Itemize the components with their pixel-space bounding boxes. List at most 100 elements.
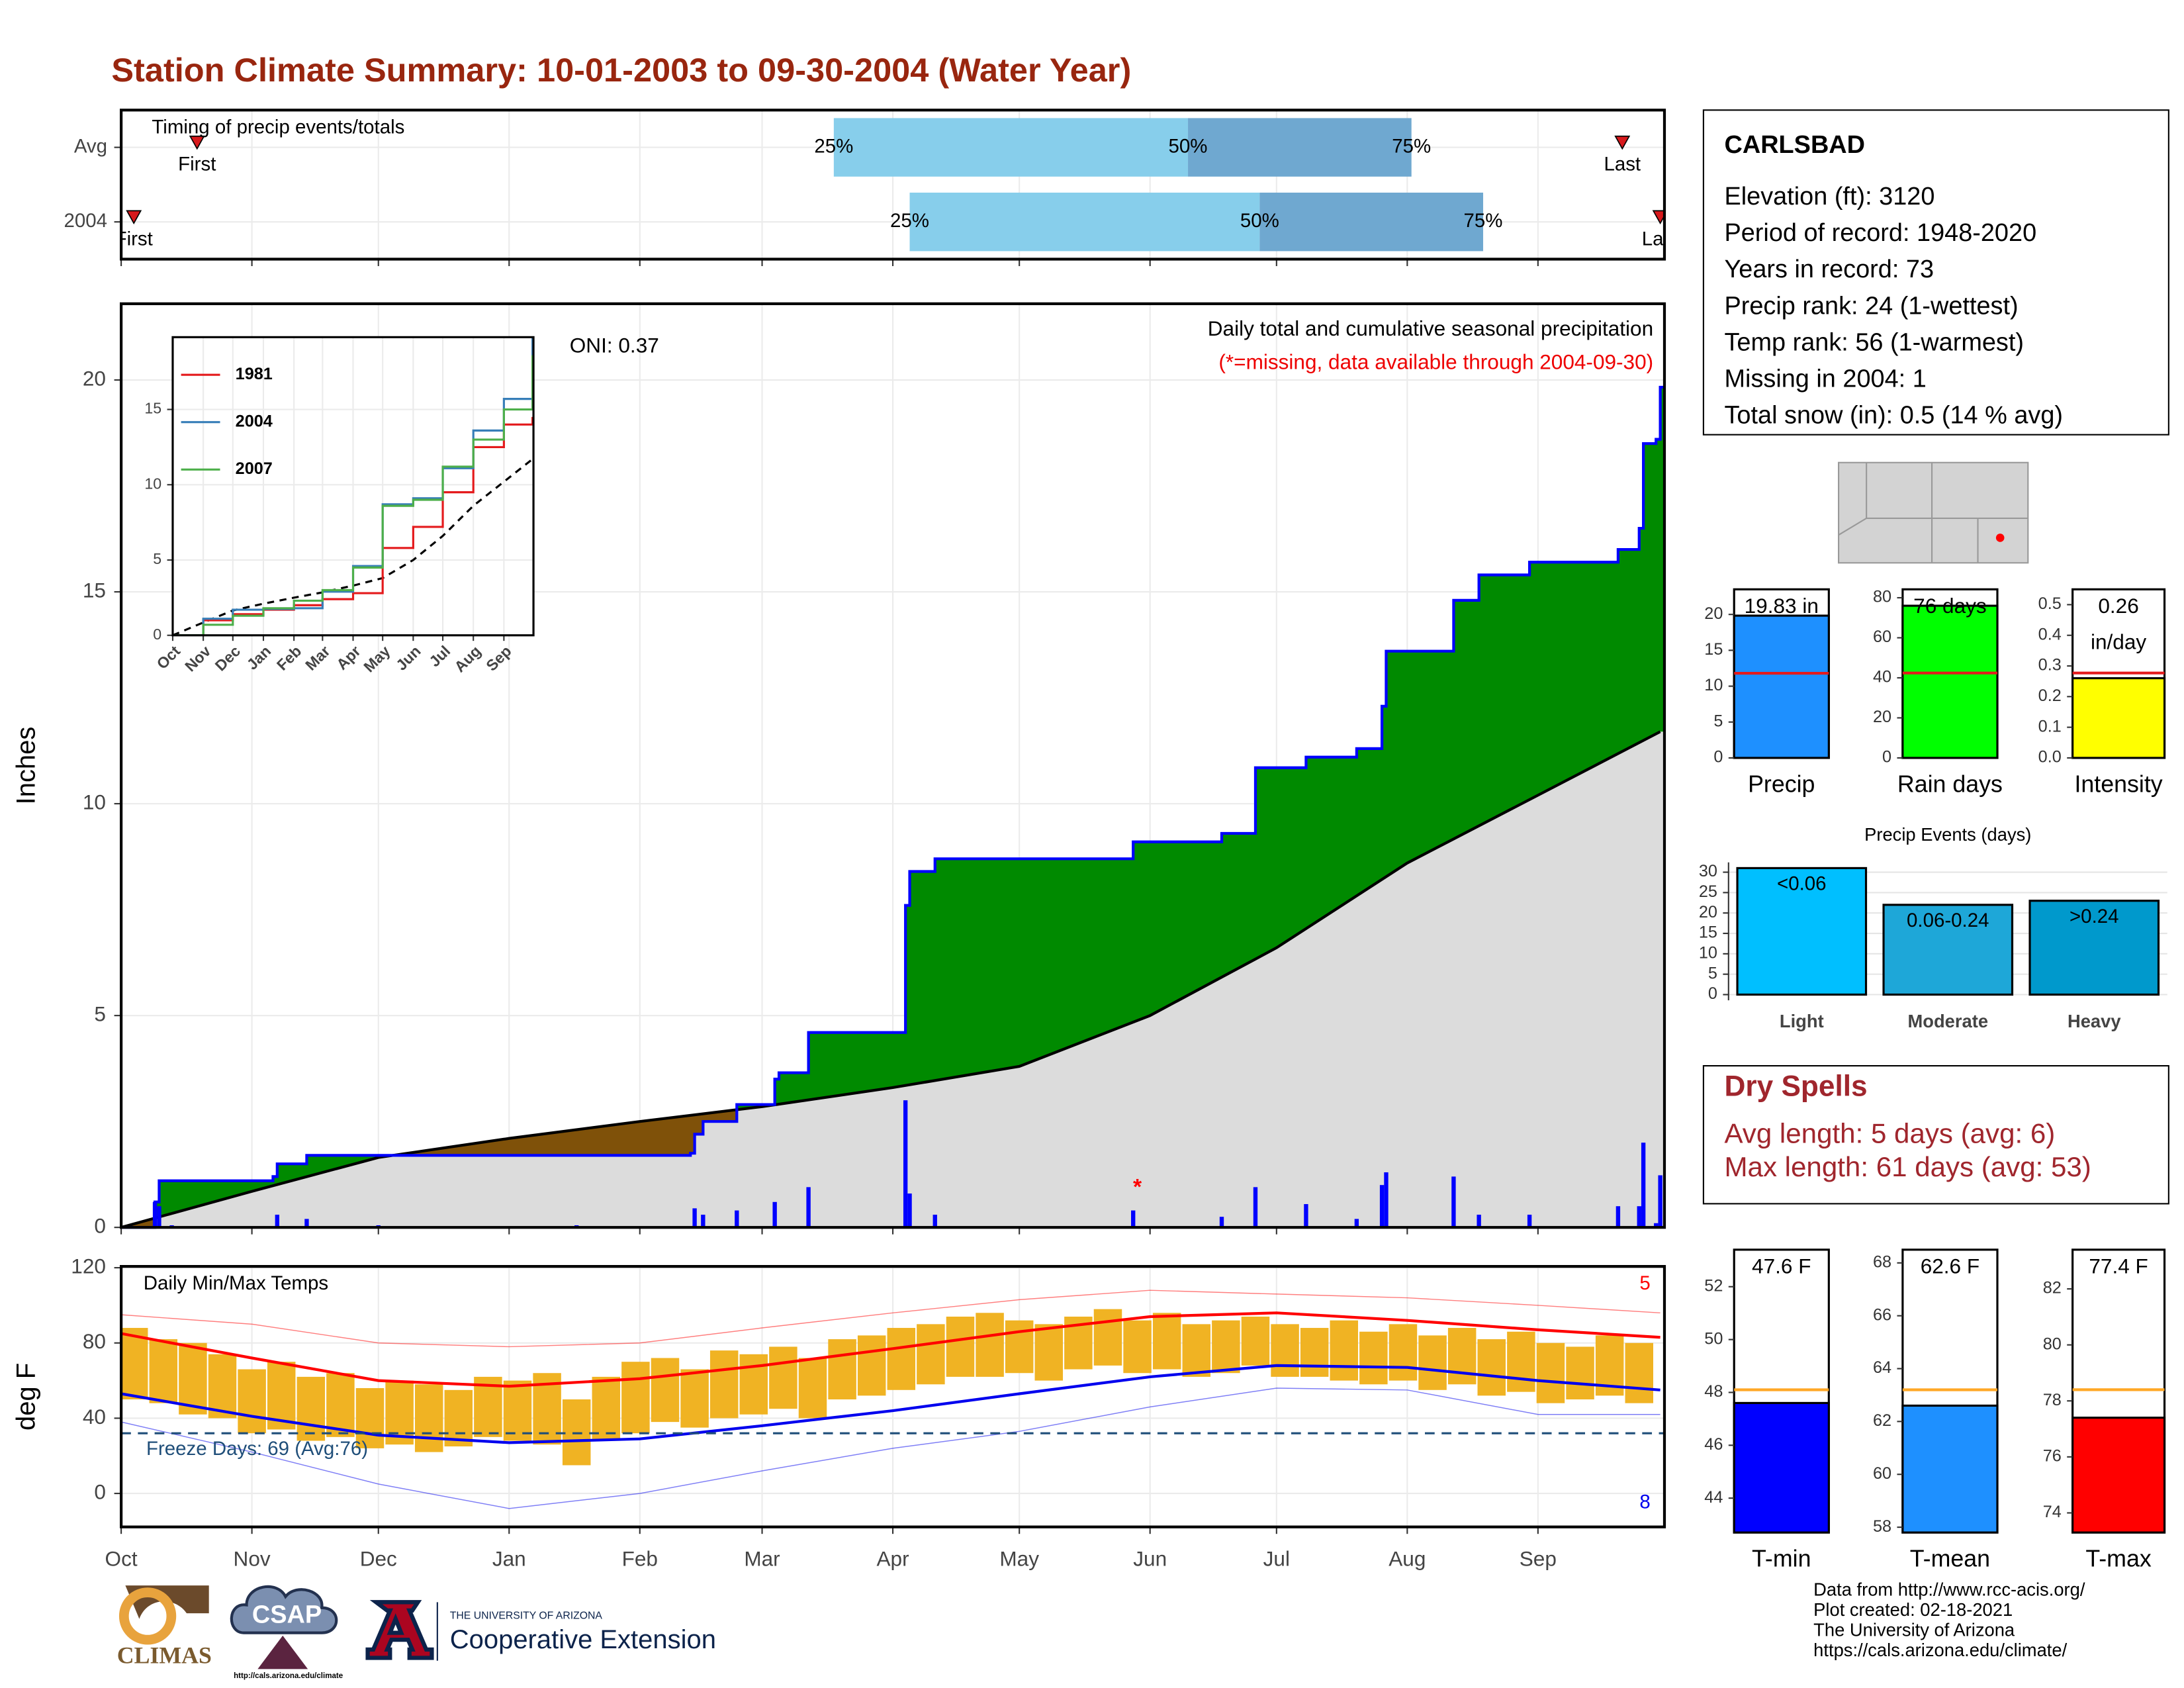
quartile-label: 25% (814, 135, 853, 157)
bar (1882, 904, 2014, 996)
gauge-value-label: 76 days (1913, 594, 1987, 618)
gauge-tick-label: 78 (2043, 1391, 2062, 1409)
gauge-label: Rain days (1897, 771, 2003, 797)
inset-y-tick-label: 15 (144, 400, 161, 417)
gauge-tick-label: 52 (1704, 1276, 1723, 1295)
temp-range-bar (238, 1369, 266, 1434)
gauge-tick-label: 62 (1873, 1411, 1891, 1430)
daily-bar (1253, 1187, 1258, 1228)
gauge-tick-label: 48 (1704, 1382, 1723, 1401)
temp-range-bar (1093, 1309, 1122, 1366)
temp-range-bar (709, 1350, 739, 1419)
temp-range-bar (121, 1328, 148, 1400)
gauge-tick-label: 60 (1873, 628, 1891, 646)
gauge-tick-label: 74 (2043, 1503, 2062, 1521)
daily-bar (1641, 1143, 1646, 1228)
page-title: Station Climate Summary: 10-01-2003 to 0… (111, 51, 1131, 89)
timing-plot: 25% 50% 75% First Last 25% 50% 75% First Last (121, 110, 1679, 259)
normal-high-line (121, 1311, 1661, 1388)
quartile-label: 50% (1240, 210, 1279, 232)
gauge-value-label: 19.83 in (1745, 594, 1819, 618)
map-borders (1838, 462, 2028, 563)
daily-bar (1637, 1206, 1641, 1228)
temp-range-bar (1625, 1342, 1654, 1403)
panel-title: Daily total and cumulative seasonal prec… (1208, 316, 1653, 340)
inset-y-tick-label: 0 (153, 626, 161, 643)
x-tick-label: Jan (492, 1547, 526, 1571)
inset-plot (172, 337, 534, 635)
gauge-bar (2071, 1417, 2166, 1534)
daily-bar (772, 1201, 777, 1228)
temp-range-bar (1123, 1320, 1152, 1374)
x-tick-label: Mar (744, 1547, 780, 1571)
y-tick-label: 15 (83, 578, 106, 602)
daily-bar (152, 1201, 158, 1228)
y-axis-label: deg F (12, 1363, 41, 1430)
y-tick-label: 30 (1699, 862, 1717, 880)
x-tick-label: Jul (1263, 1547, 1290, 1571)
gauge-tick-label: 20 (1873, 708, 1891, 726)
temp-range-bar (798, 1358, 827, 1419)
timing-marker-label: Last (1642, 228, 1679, 250)
x-tick-label: Dec (360, 1547, 397, 1571)
temp-range-bar (444, 1389, 473, 1447)
temp-range-bar (208, 1354, 237, 1419)
record-low-count: 8 (1639, 1491, 1650, 1513)
dry-spells-box (1702, 1064, 2169, 1205)
temp-range-bar (1330, 1320, 1359, 1381)
temp-range-bar (769, 1346, 797, 1409)
timing-marker (189, 135, 205, 150)
gauge-tick-label: 64 (1873, 1358, 1891, 1377)
ua-logo (365, 1600, 434, 1660)
timing-marker-label: Last (1604, 154, 1641, 175)
daily-bar (903, 1100, 908, 1228)
temp-range-bar (503, 1380, 532, 1441)
dry-spells-info: Max length: 61 days (avg: 53) (1724, 1151, 2091, 1182)
csap-cloud (230, 1585, 338, 1634)
normal-low-line (121, 1364, 1661, 1444)
temp-range-bar (828, 1339, 856, 1400)
climas-sun (118, 1587, 177, 1645)
temp-range-bar (1507, 1331, 1535, 1392)
y-tick-label: 20 (83, 366, 106, 390)
y-axis-label: Inches (12, 727, 41, 805)
temp-range-bar (1359, 1331, 1388, 1385)
climas-text: CLIMAS (117, 1642, 212, 1669)
gauge-unit: in/day (2091, 630, 2146, 654)
temp-range-bar (592, 1376, 621, 1441)
gauge-bar (1901, 604, 1999, 759)
x-tick-label: Sep (1520, 1547, 1557, 1571)
panel-border (119, 1265, 1666, 1528)
temp-range-bar (887, 1328, 916, 1390)
temp-range-bar (857, 1335, 886, 1396)
panel-title: Timing of precip events/totals (152, 116, 404, 138)
gauge-tick-label: 10 (1704, 676, 1723, 694)
gauge-label: Precip (1748, 771, 1815, 797)
bar-label: >0.24 (2070, 906, 2119, 927)
gauge-tick-label: 50 (1704, 1329, 1723, 1348)
daily-bar (701, 1214, 705, 1228)
temp-range-bar (1271, 1324, 1299, 1377)
panel-border (119, 302, 1666, 1229)
station-info: Precip rank: 24 (1-wettest) (1724, 292, 2018, 320)
gauge-tick-label: 76 (2043, 1447, 2062, 1466)
daily-bar (1527, 1214, 1532, 1228)
y-tick-label: 0 (1708, 984, 1717, 1003)
gauge-label: T-max (2085, 1546, 2151, 1572)
gauge-tick-label: 80 (2043, 1335, 2062, 1353)
daily-bar (1219, 1217, 1224, 1228)
bar (2028, 900, 2160, 996)
gauge-tick-label: 40 (1873, 668, 1891, 686)
gauge-value-label: 47.6 F (1752, 1254, 1811, 1278)
csap-text: CSAP (252, 1601, 322, 1628)
gauge-tick-label: 66 (1873, 1305, 1891, 1324)
y-tick-label: 0 (94, 1214, 106, 1238)
daily-bar (1658, 1175, 1662, 1228)
gauge-tick-label: 80 (1873, 588, 1891, 606)
gauge-tick-label: 0 (1882, 748, 1891, 767)
average-line (120, 730, 1661, 1229)
missing-marker: * (1133, 1175, 1142, 1199)
credit: The University of Arizona (1813, 1620, 2015, 1640)
dry-spells-info: Avg length: 5 days (avg: 6) (1724, 1117, 2055, 1149)
